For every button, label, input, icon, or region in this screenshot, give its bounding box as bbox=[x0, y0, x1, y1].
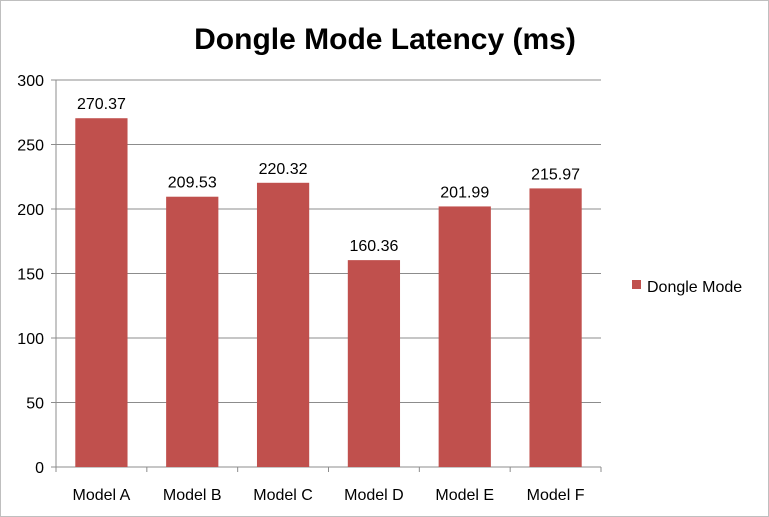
data-label: 209.53 bbox=[168, 175, 217, 192]
data-label: 220.32 bbox=[259, 161, 308, 178]
x-tick-label: Model F bbox=[527, 487, 585, 504]
y-axis-ticks: 0 50 100 150 200 250 300 bbox=[17, 73, 44, 477]
y-tick-label: 200 bbox=[17, 202, 44, 219]
y-tick-label: 100 bbox=[17, 331, 44, 348]
axes bbox=[51, 79, 602, 472]
x-tick-label: Model A bbox=[73, 487, 131, 504]
data-label: 270.37 bbox=[77, 96, 126, 113]
x-axis-ticks: Model A Model B Model C Model D Model E Model… bbox=[73, 487, 585, 504]
data-labels: 270.37 209.53 220.32 160.36 201.99 215.97 bbox=[77, 96, 580, 255]
bars bbox=[75, 118, 582, 468]
y-tick-label: 300 bbox=[17, 73, 44, 90]
bar bbox=[438, 206, 491, 467]
legend-label: Dongle Mode bbox=[647, 279, 742, 296]
x-tick-label: Model C bbox=[253, 487, 313, 504]
y-tick-label: 0 bbox=[35, 460, 44, 477]
legend-swatch bbox=[632, 280, 641, 289]
bar bbox=[529, 188, 582, 468]
bar bbox=[347, 260, 401, 467]
data-label: 160.36 bbox=[349, 238, 398, 255]
chart-title: Dongle Mode Latency (ms) bbox=[194, 23, 576, 56]
legend: Dongle Mode bbox=[632, 279, 742, 296]
x-tick-label: Model E bbox=[435, 487, 494, 504]
x-tick-label: Model D bbox=[344, 487, 404, 504]
data-label: 215.97 bbox=[531, 166, 580, 183]
bar bbox=[166, 196, 219, 467]
x-tick-label: Model B bbox=[163, 487, 222, 504]
data-label: 201.99 bbox=[440, 184, 489, 201]
bar bbox=[75, 118, 128, 467]
bar bbox=[256, 182, 310, 467]
y-tick-label: 50 bbox=[26, 396, 44, 413]
gridlines bbox=[56, 79, 601, 403]
y-tick-label: 250 bbox=[17, 138, 44, 155]
y-tick-label: 150 bbox=[17, 267, 44, 284]
